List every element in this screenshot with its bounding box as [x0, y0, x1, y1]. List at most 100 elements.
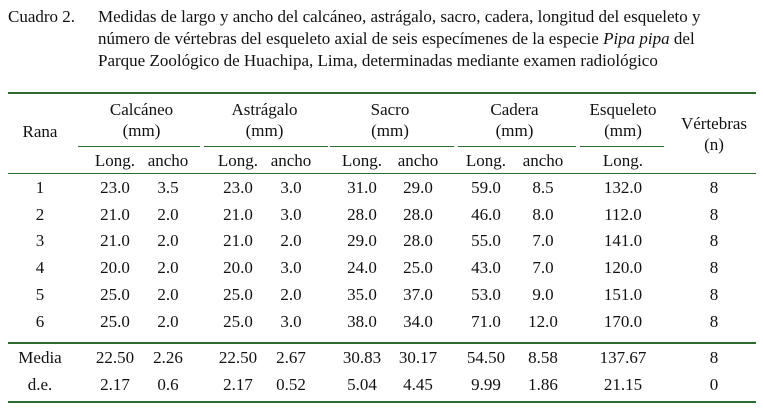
header-bottom-rule — [8, 173, 756, 174]
column-subheader: ancho — [270, 151, 312, 170]
column-header-rana: Rana — [22, 122, 58, 141]
caption-line-2-suffix: del — [669, 29, 695, 48]
summary-cell: 8.58 — [528, 348, 558, 367]
table-cell: 7.0 — [532, 231, 554, 251]
table-bottom-rule — [8, 401, 756, 403]
summary-cell: 8 — [709, 348, 719, 367]
table-cell: 23.0 — [100, 178, 130, 197]
group-header-line1: Sacro — [370, 100, 410, 119]
table-cell: 43.0 — [471, 258, 501, 278]
group-header-line1: Cadera — [490, 100, 539, 119]
group-header-line2: (mm) — [604, 121, 642, 140]
table-cell: 5 — [35, 284, 45, 304]
summary-cell: 30.83 — [342, 348, 382, 367]
group-underline — [330, 146, 454, 147]
group-underline — [458, 146, 576, 147]
column-subheader: Long. — [217, 151, 259, 170]
group-underline — [580, 146, 664, 147]
group-header-line2: (n) — [704, 135, 724, 154]
table-cell: 9.0 — [532, 284, 554, 304]
table-cell: 2.0 — [157, 258, 179, 278]
table-cell: 31.0 — [347, 178, 377, 197]
summary-cell: 30.17 — [398, 348, 438, 367]
table-cell: 2.0 — [157, 284, 179, 304]
table-cell: 24.0 — [347, 258, 377, 278]
group-header-line2: (mm) — [371, 121, 409, 140]
table-cell: 28.0 — [403, 231, 433, 251]
summary-cell: Media — [18, 348, 62, 367]
table-cell: 6 — [35, 311, 45, 331]
summary-cell: 21.15 — [603, 375, 643, 394]
table-cell: 2.0 — [157, 231, 179, 251]
column-subheader: Long. — [465, 151, 507, 170]
column-subheader: ancho — [397, 151, 439, 170]
group-underline — [204, 146, 328, 147]
summary-cell: 0 — [709, 375, 719, 394]
group-underline — [78, 146, 200, 147]
table-cell: 8 — [709, 231, 719, 251]
table-cell: 38.0 — [347, 311, 377, 331]
table-cell: 8 — [709, 258, 719, 278]
summary-cell: 1.86 — [528, 375, 558, 394]
table-cell: 151.0 — [603, 284, 643, 304]
table-cell: 8 — [709, 284, 719, 304]
summary-cell: 4.45 — [403, 375, 433, 394]
column-subheader: Long. — [341, 151, 383, 170]
table-cell: 2.0 — [157, 311, 179, 331]
table-cell: 2.0 — [280, 231, 302, 251]
table-cell: 46.0 — [471, 204, 501, 224]
table-cell: 141.0 — [603, 231, 643, 251]
caption-label: Cuadro 2. — [8, 7, 76, 26]
table-cell: 21.0 — [100, 231, 130, 251]
table-cell: 7.0 — [532, 258, 554, 278]
table-cell: 2.0 — [157, 204, 179, 224]
table-cell: 3.0 — [280, 311, 302, 331]
summary-top-rule — [8, 342, 756, 344]
summary-cell: d.e. — [27, 375, 53, 394]
group-header-line1: Vértebras — [680, 114, 748, 133]
caption-text: Medidas de largo y ancho del calcáneo, a… — [98, 6, 758, 72]
table-cell: 53.0 — [471, 284, 501, 304]
table-cell: 112.0 — [604, 204, 642, 224]
table-cell: 3.5 — [157, 178, 179, 197]
table-cell: 8 — [709, 204, 719, 224]
table-top-rule — [8, 92, 756, 94]
table-cell: 21.0 — [223, 204, 253, 224]
group-header-line2: (mm) — [495, 121, 534, 140]
summary-cell: 22.50 — [218, 348, 258, 367]
summary-cell: 2.67 — [276, 348, 306, 367]
group-header-line1: Esqueleto — [589, 100, 657, 119]
table-cell: 132.0 — [603, 178, 643, 197]
column-subheader: ancho — [522, 151, 564, 170]
table-cell: 120.0 — [603, 258, 643, 278]
column-subheader: Long. — [94, 151, 136, 170]
summary-cell: 0.6 — [157, 375, 179, 394]
summary-cell: 0.52 — [276, 375, 306, 394]
summary-cell: 9.99 — [471, 375, 501, 394]
table-cell: 55.0 — [471, 231, 501, 251]
table-cell: 3.0 — [280, 178, 302, 197]
caption-line-3: Parque Zoológico de Huachipa, Lima, dete… — [98, 51, 658, 70]
table-cell: 1 — [35, 178, 45, 197]
table-cell: 2.0 — [280, 284, 302, 304]
table-cell: 20.0 — [100, 258, 130, 278]
table-cell: 28.0 — [347, 204, 377, 224]
summary-cell: 137.67 — [599, 348, 647, 367]
table-cell: 21.0 — [100, 204, 130, 224]
table-cell: 170.0 — [603, 311, 643, 331]
table-cell: 25.0 — [223, 311, 253, 331]
table-cell: 71.0 — [471, 311, 501, 331]
summary-cell: 2.26 — [153, 348, 183, 367]
table-cell: 3.0 — [280, 258, 302, 278]
table-cell: 35.0 — [347, 284, 377, 304]
table-cell: 8.0 — [532, 204, 554, 224]
caption-line-2: número de vértebras del esqueleto axial … — [98, 28, 758, 50]
table-cell: 8 — [709, 311, 719, 331]
group-header-line2: (mm) — [122, 121, 161, 140]
column-subheader: Long. — [602, 151, 644, 170]
table-cell: 8 — [709, 178, 719, 197]
summary-cell: 22.50 — [95, 348, 135, 367]
table-cell: 29.0 — [347, 231, 377, 251]
table-cell: 29.0 — [403, 178, 433, 197]
caption-species-name: Pipa pipa — [603, 29, 670, 48]
